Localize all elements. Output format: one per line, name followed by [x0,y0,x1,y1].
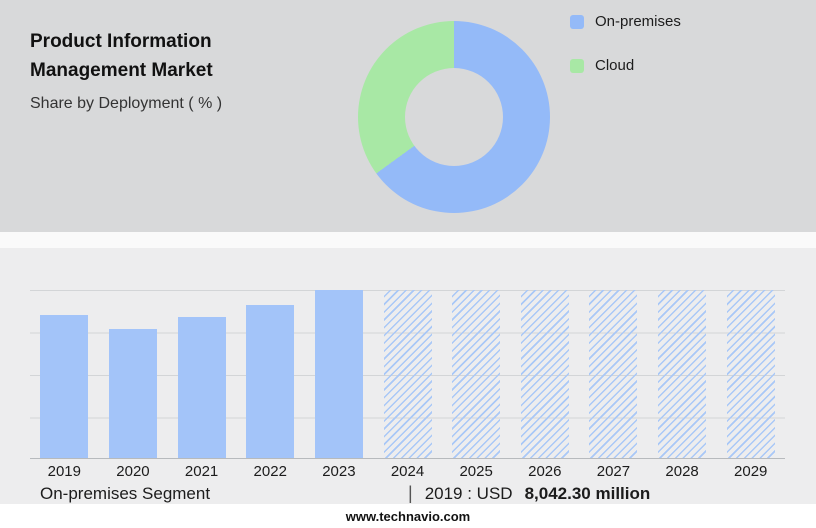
forecast-bar [520,290,569,459]
cloud-swatch-icon [570,58,584,73]
bar-slot [510,290,579,459]
caption-value: 8,042.30 million [524,483,651,503]
bar-slot [167,290,236,459]
caption-value-group: | 2019 : USD 8,042.30 million [408,483,776,504]
x-axis-label: 2024 [390,462,425,480]
forecast-bar [589,290,638,459]
historical-bar [40,315,89,459]
footer-url: www.technavio.com [345,508,471,524]
legend-label-on-premises: On-premises [595,13,681,30]
bar-slot [442,290,511,459]
historical-bar [108,328,157,459]
x-axis-label: 2029 [734,462,768,480]
title-block: Product Information Management Market Sh… [30,28,280,113]
caption-separator: | [408,483,413,504]
historical-bar [246,305,295,459]
x-axis-label: 2026 [528,462,562,480]
segment-label: On-premises Segment [40,483,211,503]
bar-slot [99,290,168,459]
x-axis-label: 2019 [47,462,81,480]
page-subtitle: Share by Deployment ( % ) [30,95,223,112]
x-axis-label: 2021 [184,462,219,480]
bar-slot [30,290,99,459]
x-axis-labels: 2019 2020 2021 2022 2023 2024 2025 2026 2027 2028… [30,459,785,483]
donut-chart [358,21,550,213]
x-axis-label: 2025 [459,462,493,480]
x-axis-label: 2020 [116,462,150,480]
forecast-bar [383,290,432,459]
bar-slot [579,290,648,459]
x-axis-label: 2023 [322,462,356,480]
bar-plot [30,290,785,460]
page-title: Product Information Management Market [30,31,213,81]
bar-slot [236,290,305,459]
footer: www.technavio.com [0,504,816,528]
bar-slot [373,290,442,459]
chart-legend: On-premises Cloud [570,13,681,74]
on-premises-swatch-icon [570,14,584,29]
header-section: Product Information Management Market Sh… [0,0,816,232]
bar-slot [716,290,785,459]
x-axis-label: 2022 [253,462,287,480]
x-axis-label: 2028 [665,462,699,480]
legend-item-on-premises: On-premises [570,13,681,30]
historical-bar [177,316,226,459]
historical-bar [314,290,363,459]
bar-chart-section: 2019 2020 2021 2022 2023 2024 2025 2026 2027 2028… [0,248,816,528]
bar-slot [648,290,717,459]
forecast-bar [658,290,707,459]
bar-slot [305,290,374,459]
legend-label-cloud: Cloud [595,57,635,74]
forecast-bar [726,290,775,459]
section-divider [0,232,816,248]
caption-row: On-premises Segment | 2019 : USD 8,042.3… [0,483,816,504]
legend-item-cloud: Cloud [570,57,681,74]
caption-value-prefix: 2019 : USD [424,483,513,503]
forecast-bar [452,290,501,459]
x-axis-label: 2027 [596,462,631,480]
